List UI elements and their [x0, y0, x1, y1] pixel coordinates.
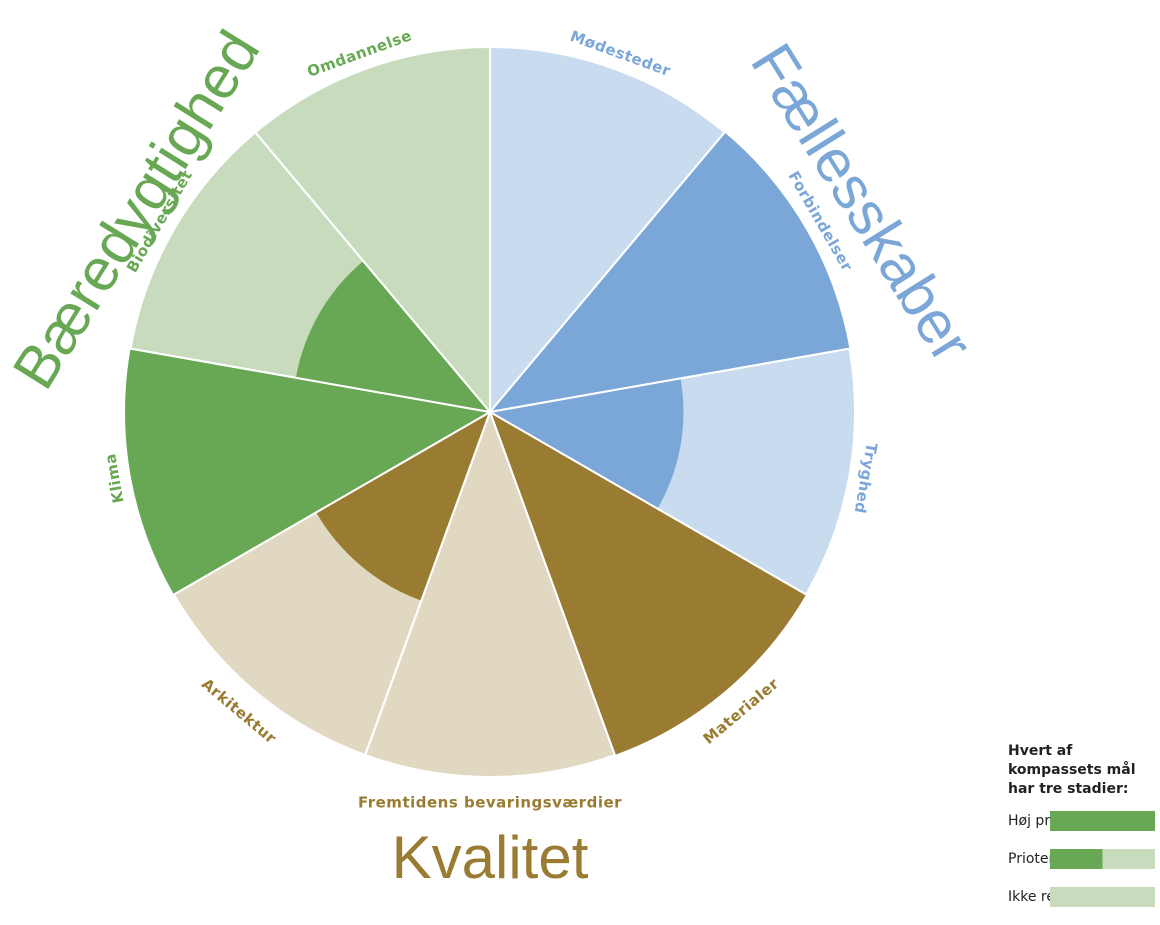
swatch-bg: [1050, 887, 1155, 907]
swatch-level: [1050, 849, 1103, 869]
segment-label: Fremtidens bevaringsværdier: [358, 794, 622, 812]
compass: MødestederForbindelserTryghedMaterialerF…: [0, 0, 1000, 893]
legend-swatch: [1050, 887, 1155, 907]
legend-item: Prioteret: [1008, 849, 1160, 887]
segment-label: Tryghed: [851, 441, 881, 515]
segment-label: Klima: [101, 452, 127, 505]
legend-swatch: [1050, 811, 1155, 831]
legend-item: Høj prioritet: [1008, 811, 1160, 849]
legend-title: Hvert af kompassets mål har tre stadier:: [1008, 742, 1160, 799]
legend-swatch: [1050, 849, 1155, 869]
swatch-level: [1050, 811, 1155, 831]
group-title: Kvalitet: [392, 824, 589, 891]
legend: Hvert af kompassets mål har tre stadier:…: [1008, 742, 1160, 925]
